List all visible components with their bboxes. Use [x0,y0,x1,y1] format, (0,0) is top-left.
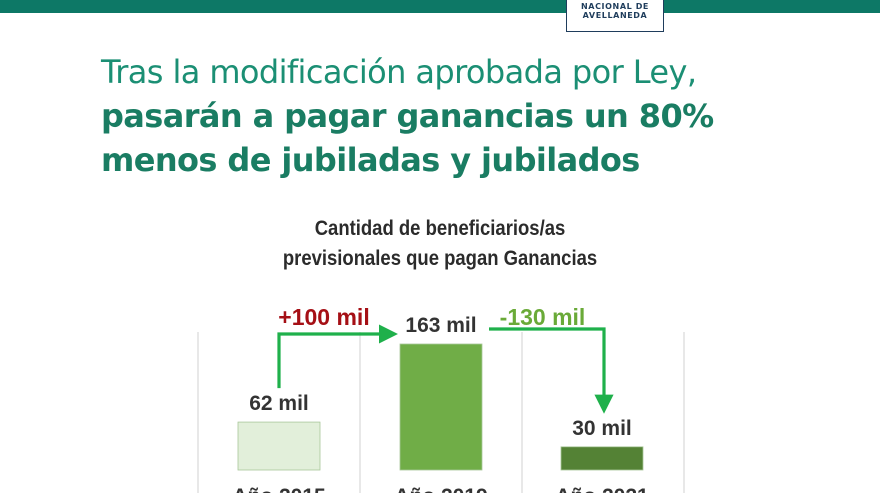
annotation-increase: +100 mil [278,304,369,330]
value-label-1: 163 mil [405,314,476,337]
bar-0 [237,421,321,471]
category-label-1: Año 2019 [394,485,487,493]
arrow-decrease [489,327,614,414]
university-logo: NACIONAL DE AVELLANEDA [566,0,664,32]
value-label-2: 30 mil [572,417,632,440]
headline: Tras la modificación aprobada por Ley, p… [101,50,821,182]
arrow-increase [277,324,398,389]
bar-2 [560,446,644,471]
annotation-decrease: -130 mil [500,304,586,330]
headline-bold: pasarán a pagar ganancias un 80% menos d… [101,97,714,179]
chart-title-line-2: previsionales que pagan Ganancias [282,247,598,270]
chart-title: Cantidad de beneficiarios/as previsional… [211,214,669,274]
category-label-0: Año 2015 [232,485,326,493]
chart-title-line-1: Cantidad de beneficiarios/as [314,217,566,240]
category-label-2: Año 2021 [555,485,649,493]
value-label-0: 62 mil [249,392,309,415]
bar-1 [399,343,483,471]
headline-regular: Tras la modificación aprobada por Ley, [101,53,697,91]
logo-line-1: NACIONAL DE [580,2,649,11]
logo-line-2: AVELLANEDA [582,11,648,20]
